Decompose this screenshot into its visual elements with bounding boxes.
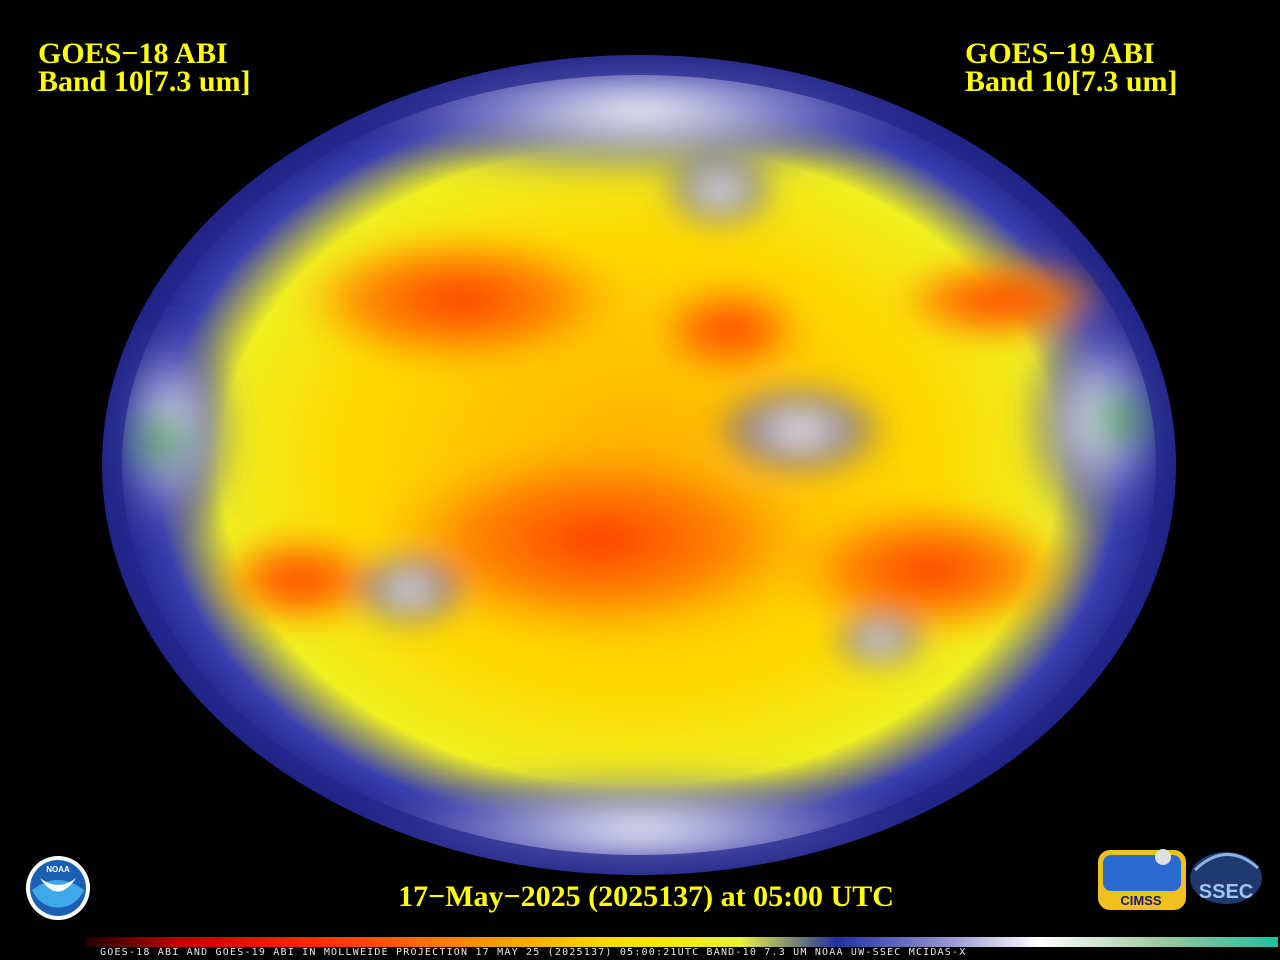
- earth-image: [102, 55, 1176, 875]
- left-satellite: GOES−18 ABI: [38, 37, 228, 70]
- right-satellite: GOES−19 ABI: [965, 37, 1155, 70]
- noaa-logo: NOAA: [26, 856, 90, 920]
- left-band: Band 10[7.3 um]: [38, 65, 251, 98]
- ssec-label: SSEC: [1199, 881, 1253, 903]
- noaa-label: NOAA: [46, 865, 70, 874]
- right-band: Band 10[7.3 um]: [965, 65, 1178, 98]
- footer-caption: GOES-18 ABI AND GOES-19 ABI IN MOLLWEIDE…: [100, 947, 966, 958]
- color-bar: [85, 937, 1278, 947]
- timestamp: 17−May−2025 (2025137) at 05:00 UTC: [398, 880, 894, 913]
- cimss-label: CIMSS: [1120, 893, 1162, 908]
- cimss-logo: CIMSS: [1098, 849, 1186, 910]
- ssec-logo: SSEC: [1190, 852, 1262, 904]
